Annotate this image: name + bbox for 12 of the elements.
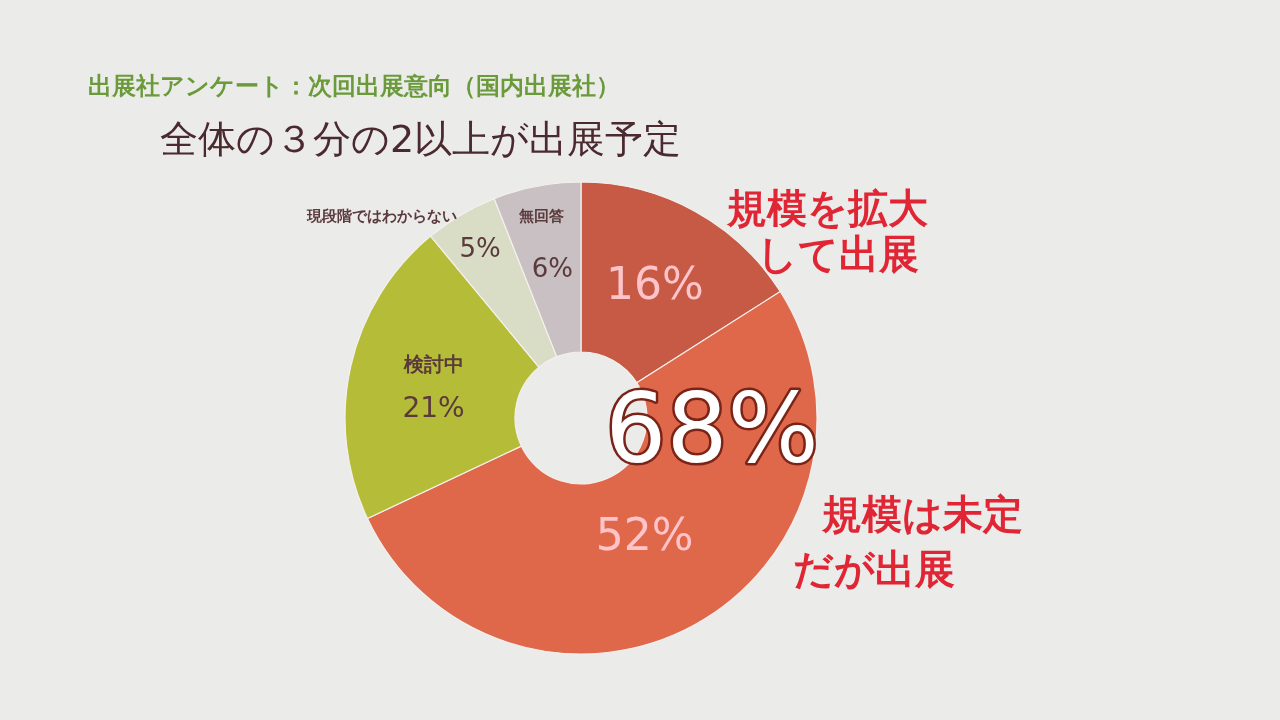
chart-title: 出展社アンケート：次回出展意向（国内出展社） [88, 72, 620, 100]
slice-label: 無回答 [517, 207, 564, 225]
data-label: 6% [531, 252, 573, 283]
slice-label: 規模を拡大して出展 [726, 185, 928, 277]
chart-subtitle: 全体の３分の2以上が出展予定 [160, 117, 682, 161]
data-label: 21% [402, 391, 465, 425]
slice-label: 規模は未定だが出展 [793, 491, 1023, 592]
data-label: 52% [595, 508, 694, 560]
data-label: 16% [606, 258, 704, 310]
slice-label: 現段階ではわからない [306, 207, 457, 225]
data-label: 5% [459, 232, 501, 263]
slice-label: 検討中 [402, 352, 464, 377]
